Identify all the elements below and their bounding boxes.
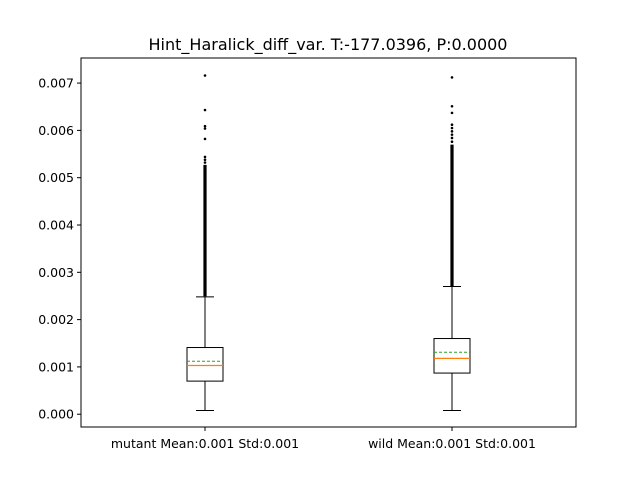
outlier-point [203, 155, 207, 159]
outlier-point [203, 127, 207, 130]
y-tick-label: 0.005 [38, 170, 74, 185]
outlier-point [203, 124, 207, 128]
y-tick-label: 0.003 [38, 265, 74, 280]
outlier-point [450, 133, 454, 136]
outlier-point [450, 140, 454, 144]
outlier-point [450, 130, 454, 133]
x-tick-label: wild Mean:0.001 Std:0.001 [368, 436, 536, 451]
box-iqr [433, 338, 471, 374]
outlier-point [450, 104, 454, 108]
chart-title: Hint_Haralick_diff_var. T:-177.0396, P:0… [149, 35, 508, 55]
outlier-point [450, 111, 454, 115]
x-tick-label: mutant Mean:0.001 Std:0.001 [111, 436, 299, 451]
y-tick-label: 0.004 [38, 217, 74, 232]
y-tick-label: 0.006 [38, 123, 74, 138]
plot-content [186, 74, 471, 411]
y-axis: 0.000 0.001 0.002 0.003 0.004 0.005 0.006 0.007 [38, 76, 81, 422]
box-group [433, 76, 471, 411]
plot-frame [80, 57, 577, 428]
y-tick-label: 0.001 [38, 359, 74, 374]
outlier-point [450, 123, 454, 127]
y-tick-label: 0.000 [38, 407, 74, 422]
outlier-point [203, 161, 207, 164]
outlier-point [203, 108, 207, 112]
y-tick-label: 0.002 [38, 312, 74, 327]
x-axis: mutant Mean:0.001 Std:0.001 wild Mean:0.0… [111, 427, 536, 451]
box-iqr [186, 347, 224, 382]
outlier-point [203, 137, 207, 141]
y-tick-label: 0.007 [38, 76, 74, 91]
outlier-point [450, 126, 454, 130]
outlier-point [450, 76, 454, 79]
box-group [186, 74, 224, 411]
outlier-point [203, 158, 207, 162]
outlier-point [450, 136, 454, 140]
outlier-point [203, 74, 207, 77]
